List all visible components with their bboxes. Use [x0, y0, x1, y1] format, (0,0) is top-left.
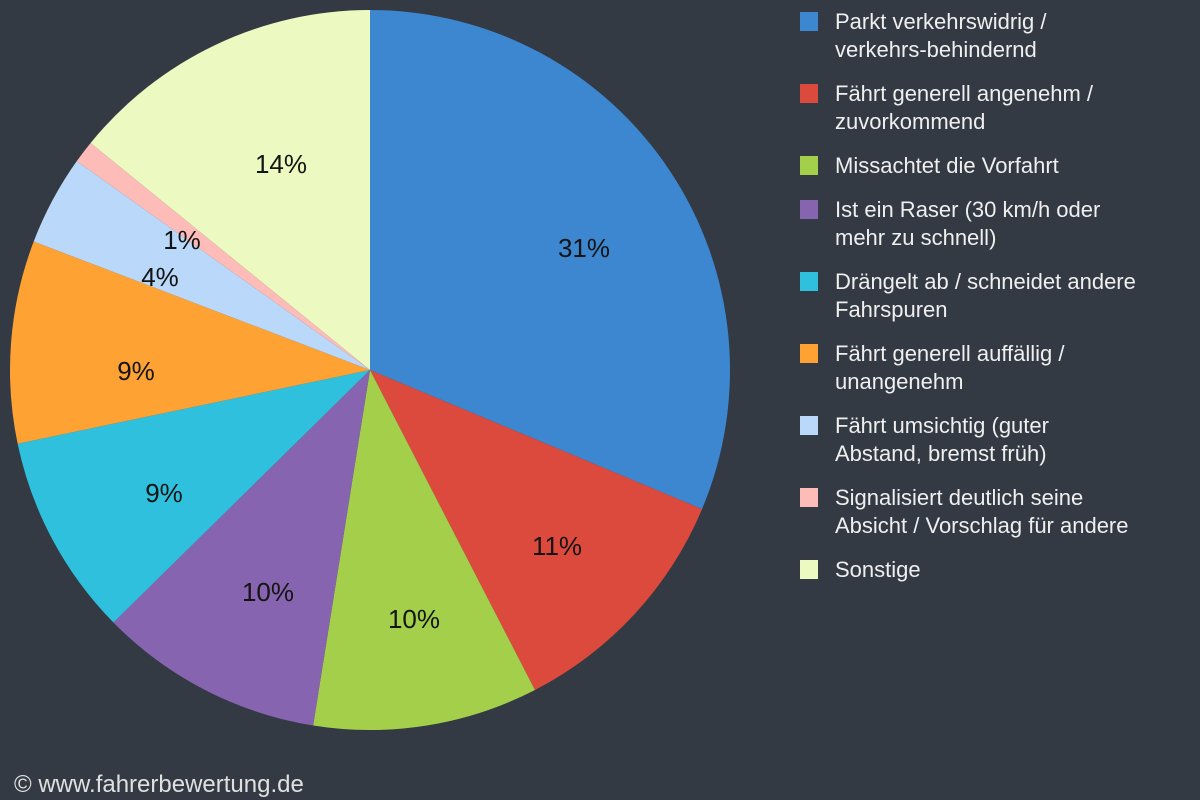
pie-slice-1[interactable]	[370, 10, 731, 510]
legend-swatch-icon	[800, 560, 818, 579]
legend-swatch-icon	[800, 12, 818, 31]
legend-item-label: Parkt verkehrswidrig / verkehrs-behinder…	[835, 9, 1047, 62]
slice-data-label-3: 10%	[388, 604, 440, 634]
pie-slice-2[interactable]	[370, 370, 703, 690]
pie-slice-7[interactable]	[33, 161, 371, 370]
slice-data-label-9: 14%	[255, 149, 307, 179]
legend-item-label: Fährt generell auffällig / unangenehm	[835, 341, 1065, 394]
slice-data-label-1: 31%	[558, 233, 610, 263]
legend-swatch-icon	[800, 200, 818, 219]
pie-slice-4[interactable]	[113, 370, 371, 726]
slice-data-label-5: 9%	[145, 478, 183, 508]
legend-item-label: Fährt umsichtig (guter Abstand, bremst f…	[835, 413, 1049, 466]
legend-item-label: Fährt generell angenehm / zuvorkommend	[835, 81, 1094, 134]
legend-item-4[interactable]: Ist ein Raser (30 km/h oder mehr zu schn…	[800, 196, 1195, 252]
pie-slice-9[interactable]	[90, 10, 370, 370]
copyright-watermark: © www.fahrerbewertung.de	[14, 771, 304, 798]
legend-item-label: Drängelt ab / schneidet andere Fahrspure…	[835, 269, 1136, 322]
legend-item-label: Sonstige	[835, 557, 921, 582]
legend-swatch-icon	[800, 156, 818, 175]
pie-slice-5[interactable]	[17, 370, 370, 623]
legend-item-label: Ist ein Raser (30 km/h oder mehr zu schn…	[835, 197, 1101, 250]
legend-item-6[interactable]: Fährt generell auffällig / unangenehm	[800, 340, 1195, 396]
legend-item-label: Signalisiert deutlich seine Absicht / Vo…	[835, 485, 1129, 538]
legend-item-label: Missachtet die Vorfahrt	[835, 153, 1059, 178]
legend-item-2[interactable]: Fährt generell angenehm / zuvorkommend	[800, 80, 1195, 136]
legend-item-8[interactable]: Signalisiert deutlich seine Absicht / Vo…	[800, 484, 1195, 540]
pie-slice-8[interactable]	[76, 143, 370, 370]
legend-item-7[interactable]: Fährt umsichtig (guter Abstand, bremst f…	[800, 412, 1195, 468]
legend-swatch-icon	[800, 344, 818, 363]
legend-swatch-icon	[800, 84, 818, 103]
legend-swatch-icon	[800, 416, 818, 435]
legend-item-3[interactable]: Missachtet die Vorfahrt	[800, 152, 1195, 180]
slice-data-label-6: 9%	[117, 356, 155, 386]
legend-item-9[interactable]: Sonstige	[800, 556, 1195, 584]
legend: Parkt verkehrswidrig / verkehrs-behinder…	[800, 0, 1195, 584]
slice-data-label-2: 11%	[532, 531, 582, 561]
slice-data-label-4: 10%	[242, 577, 294, 607]
legend-item-5[interactable]: Drängelt ab / schneidet andere Fahrspure…	[800, 268, 1195, 324]
slice-data-label-7: 4%	[141, 262, 179, 292]
legend-item-1[interactable]: Parkt verkehrswidrig / verkehrs-behinder…	[800, 8, 1195, 64]
legend-swatch-icon	[800, 488, 818, 507]
pie-slice-6[interactable]	[10, 241, 370, 444]
slice-data-label-8: 1%	[163, 225, 201, 255]
pie-slice-3[interactable]	[313, 370, 535, 731]
legend-swatch-icon	[800, 272, 818, 291]
